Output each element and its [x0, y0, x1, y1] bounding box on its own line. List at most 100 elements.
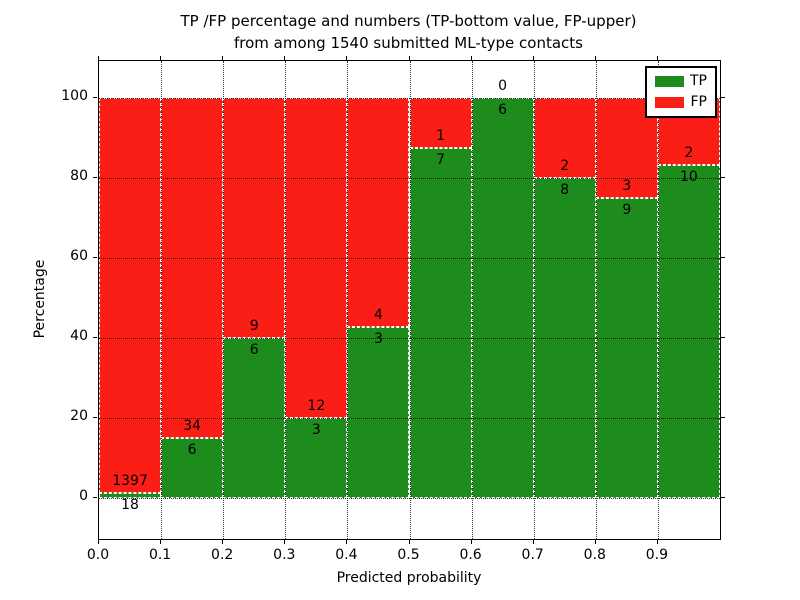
x-tick-top: [470, 56, 472, 60]
chart-title: TP /FP percentage and numbers (TP-bottom…: [98, 10, 719, 54]
y-tick-label: 40: [70, 328, 88, 344]
chart-title-line1: TP /FP percentage and numbers (TP-bottom…: [180, 12, 637, 30]
y-tick-right: [721, 417, 725, 418]
y-tick-left: [93, 417, 97, 418]
x-tick-bottom: [656, 540, 658, 544]
x-tick-label: 0.4: [335, 547, 358, 563]
bar-label-fp: 34: [183, 418, 202, 434]
legend-label-tp: TP: [690, 73, 707, 89]
gridline-vertical: [533, 61, 535, 539]
x-tick-bottom: [98, 540, 99, 544]
bar-label-fp: 2: [684, 144, 694, 161]
x-tick-bottom: [160, 540, 162, 544]
x-tick-top: [532, 56, 534, 60]
x-tick-top: [284, 56, 286, 60]
x-tick-label: 0.1: [148, 547, 172, 563]
x-tick-label: 0.3: [273, 547, 296, 563]
x-tick-label: 0.9: [645, 547, 669, 563]
y-tick-label: 0: [79, 488, 88, 504]
x-tick-label: 0.7: [521, 547, 544, 563]
bar-label-fp: 12: [307, 398, 326, 414]
bar-label-fp: 4: [373, 306, 383, 323]
x-axis-label: Predicted probability: [336, 570, 482, 586]
gridline-vertical: [285, 61, 287, 539]
y-tick-right: [721, 257, 725, 258]
x-tick-label: 0.5: [397, 547, 420, 563]
y-tick-left: [93, 257, 97, 258]
x-tick-label: 0.6: [459, 547, 482, 563]
bar-label-tp: 6: [498, 102, 508, 118]
gridline-vertical: [409, 61, 411, 539]
y-tick-left: [93, 97, 97, 98]
bar-label-tp: 3: [373, 330, 383, 347]
bar-label-fp: 2: [560, 158, 570, 174]
bar-segment-tp: [99, 492, 162, 498]
x-tick-bottom: [594, 540, 596, 544]
y-tick-right: [721, 337, 725, 338]
bar-segment-fp: [99, 98, 162, 493]
bar-label-tp: 9: [622, 202, 632, 218]
x-tick-bottom: [346, 540, 348, 544]
x-tick-bottom: [532, 540, 534, 544]
bar-label-fp: 1: [436, 128, 445, 144]
gridline-vertical: [347, 61, 349, 539]
bar-label-tp: 3: [311, 422, 321, 438]
plot-area: 1397 18 34 6 9 6 12 3 4 3 1 7 0 6 2 8 3 9 2 10: [98, 60, 721, 540]
bar-segment-tp: [409, 148, 472, 498]
legend-entry-fp: FP: [655, 95, 707, 110]
y-tick-left: [93, 497, 97, 498]
bar-label-tp: 18: [121, 496, 139, 513]
bar-segment-fp: [347, 98, 410, 327]
chart-title-line2: from among 1540 submitted ML-type contac…: [234, 34, 583, 52]
legend: TP FP: [645, 66, 717, 118]
bar-label-tp: 6: [249, 342, 259, 358]
x-tick-top: [346, 56, 348, 60]
x-tick-label: 0.2: [211, 547, 234, 563]
x-tick-bottom: [284, 540, 286, 544]
gridline-vertical: [161, 61, 163, 539]
bar-label-tp: 8: [560, 182, 570, 198]
y-tick-left: [93, 337, 97, 338]
y-axis-label: Percentage: [32, 259, 48, 339]
x-tick-bottom: [408, 540, 410, 544]
x-tick-bottom: [222, 540, 224, 544]
bar-segment-tp: [657, 164, 720, 498]
bar-segment-tp: [347, 326, 410, 498]
bar-label-fp: 1397: [112, 472, 148, 489]
x-tick-top: [594, 56, 596, 60]
x-tick-top: [222, 56, 224, 60]
x-tick-top: [656, 56, 658, 60]
x-tick-label: 0.8: [583, 547, 606, 563]
y-tick-right: [721, 177, 725, 178]
gridline-vertical: [223, 61, 225, 539]
gridline-vertical: [595, 61, 597, 539]
y-tick-label: 80: [70, 168, 88, 184]
y-tick-label: 100: [61, 88, 88, 104]
bar-segment-tp: [471, 98, 534, 498]
x-tick-top: [160, 56, 162, 60]
gridline-vertical: [471, 61, 473, 539]
bar-segment-fp: [223, 98, 286, 338]
bar-label-tp: 10: [680, 168, 698, 185]
bar-segment-fp: [161, 98, 224, 438]
y-tick-left: [93, 177, 97, 178]
bar-segment-tp: [595, 198, 658, 498]
y-tick-label: 60: [70, 248, 88, 264]
bar-segment-tp: [161, 438, 224, 498]
x-tick-top: [408, 56, 410, 60]
legend-label-fp: FP: [690, 94, 708, 110]
bar-segment-fp: [533, 98, 596, 178]
bar-label-fp: 0: [498, 78, 508, 94]
bar-label-fp: 9: [249, 318, 259, 334]
y-tick-right: [721, 497, 725, 498]
x-tick-bottom: [470, 540, 472, 544]
gridline-vertical: [657, 61, 659, 539]
legend-swatch-tp: [655, 76, 684, 87]
x-tick-label: 0.0: [86, 547, 110, 563]
bar-label-tp: 7: [436, 152, 445, 168]
bar-label-fp: 3: [622, 178, 632, 194]
x-tick-top: [98, 56, 99, 60]
legend-swatch-fp: [655, 97, 684, 108]
y-tick-right: [721, 97, 725, 98]
